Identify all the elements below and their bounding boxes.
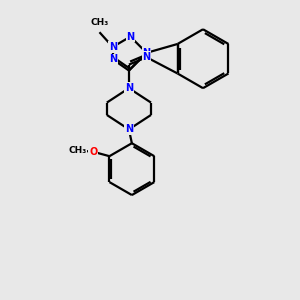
Text: N: N bbox=[126, 32, 134, 42]
Text: N: N bbox=[109, 42, 117, 52]
Text: O: O bbox=[89, 147, 98, 157]
Text: CH₃: CH₃ bbox=[69, 146, 87, 155]
Text: N: N bbox=[109, 54, 117, 64]
Text: N: N bbox=[125, 83, 133, 93]
Text: N: N bbox=[142, 52, 151, 62]
Text: N: N bbox=[125, 124, 133, 134]
Text: N: N bbox=[142, 48, 151, 58]
Text: CH₃: CH₃ bbox=[90, 18, 109, 27]
